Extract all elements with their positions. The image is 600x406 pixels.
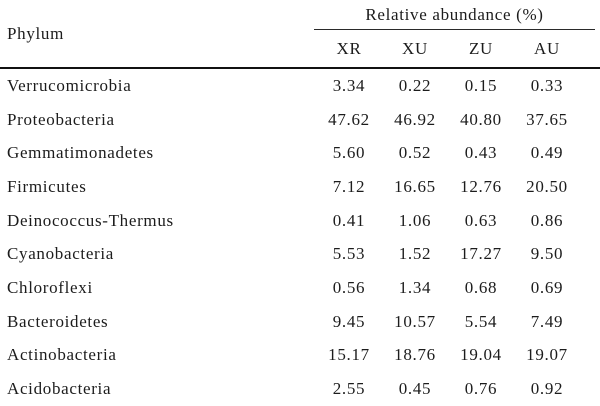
table-row: Gemmatimonadetes 5.60 0.52 0.43 0.49 — [0, 136, 600, 170]
abundance-value: 0.86 — [530, 210, 564, 230]
abundance-value: 0.45 — [398, 379, 432, 399]
sample-column-header: XU — [402, 38, 428, 58]
abundance-value: 40.80 — [460, 109, 502, 129]
sample-column-header: ZU — [468, 38, 494, 58]
table-body: Verrucomicrobia 3.34 0.22 0.15 0.33 Proteobac… — [0, 69, 600, 406]
abundance-value: 19.07 — [526, 345, 568, 365]
abundance-value: 5.60 — [332, 143, 366, 163]
abundance-value: 5.54 — [464, 311, 498, 331]
abundance-value: 0.41 — [332, 210, 366, 230]
phylum-name: Acidobacteria — [7, 379, 112, 399]
abundance-value: 0.15 — [464, 75, 498, 95]
abundance-value: 3.34 — [332, 75, 366, 95]
abundance-value: 1.34 — [398, 277, 432, 297]
abundance-value: 2.55 — [332, 379, 366, 399]
abundance-value: 10.57 — [394, 311, 436, 331]
abundance-value: 0.63 — [464, 210, 498, 230]
abundance-value: 15.17 — [328, 345, 370, 365]
phylum-name: Gemmatimonadetes — [7, 143, 154, 163]
abundance-value: 17.27 — [460, 244, 502, 264]
abundance-value: 0.76 — [464, 379, 498, 399]
abundance-value: 46.92 — [394, 109, 436, 129]
phylum-name: Cyanobacteria — [7, 244, 115, 264]
abundance-value: 0.49 — [530, 143, 564, 163]
abundance-value: 9.50 — [530, 244, 564, 264]
table-row: Verrucomicrobia 3.34 0.22 0.15 0.33 — [0, 69, 600, 103]
table-row: Cyanobacteria 5.53 1.52 17.27 9.50 — [0, 237, 600, 271]
abundance-value: 7.12 — [332, 176, 366, 196]
abundance-value: 0.68 — [464, 277, 498, 297]
abundance-value: 20.50 — [526, 176, 568, 196]
sample-column-header: XR — [336, 38, 362, 58]
abundance-value: 9.45 — [332, 311, 366, 331]
table-row: Acidobacteria 2.55 0.45 0.76 0.92 — [0, 372, 600, 406]
sample-column-header: AU — [534, 38, 560, 58]
abundance-value: 0.56 — [332, 277, 366, 297]
abundance-value: 18.76 — [394, 345, 436, 365]
table-row: Proteobacteria 47.62 46.92 40.80 37.65 — [0, 103, 600, 137]
abundance-value: 0.22 — [398, 75, 432, 95]
abundance-value: 12.76 — [460, 176, 502, 196]
abundance-value: 0.33 — [530, 75, 564, 95]
phylum-name: Chloroflexi — [7, 277, 93, 297]
phylum-name: Verrucomicrobia — [7, 75, 132, 95]
table-header: Phylum Relative abundance (%) XR XU ZU AU — [0, 0, 600, 69]
abundance-value: 0.69 — [530, 277, 564, 297]
abundance-value: 19.04 — [460, 345, 502, 365]
abundance-value: 37.65 — [526, 109, 568, 129]
phylum-column-header: Phylum — [7, 23, 64, 43]
abundance-value: 0.43 — [464, 143, 498, 163]
abundance-value: 7.49 — [530, 311, 564, 331]
abundance-value: 5.53 — [332, 244, 366, 264]
table-row: Deinococcus-Thermus 0.41 1.06 0.63 0.86 — [0, 204, 600, 238]
table-row: Bacteroidetes 9.45 10.57 5.54 7.49 — [0, 305, 600, 339]
phylum-name: Proteobacteria — [7, 109, 115, 129]
abundance-value: 16.65 — [394, 176, 436, 196]
phylum-name: Deinococcus-Thermus — [7, 210, 174, 230]
abundance-value: 47.62 — [328, 109, 370, 129]
abundance-value: 0.52 — [398, 143, 432, 163]
table-row: Chloroflexi 0.56 1.34 0.68 0.69 — [0, 271, 600, 305]
table-row: Firmicutes 7.12 16.65 12.76 20.50 — [0, 170, 600, 204]
abundance-value: 0.92 — [530, 379, 564, 399]
phylum-name: Bacteroidetes — [7, 311, 109, 331]
relative-abundance-group-header: Relative abundance (%) — [314, 0, 595, 30]
column-header-row: XR XU ZU AU — [316, 30, 580, 67]
abundance-value: 1.52 — [398, 244, 432, 264]
abundance-value: 1.06 — [398, 210, 432, 230]
phylum-name: Actinobacteria — [7, 345, 117, 365]
table-row: Actinobacteria 15.17 18.76 19.04 19.07 — [0, 339, 600, 373]
phylum-name: Firmicutes — [7, 176, 87, 196]
